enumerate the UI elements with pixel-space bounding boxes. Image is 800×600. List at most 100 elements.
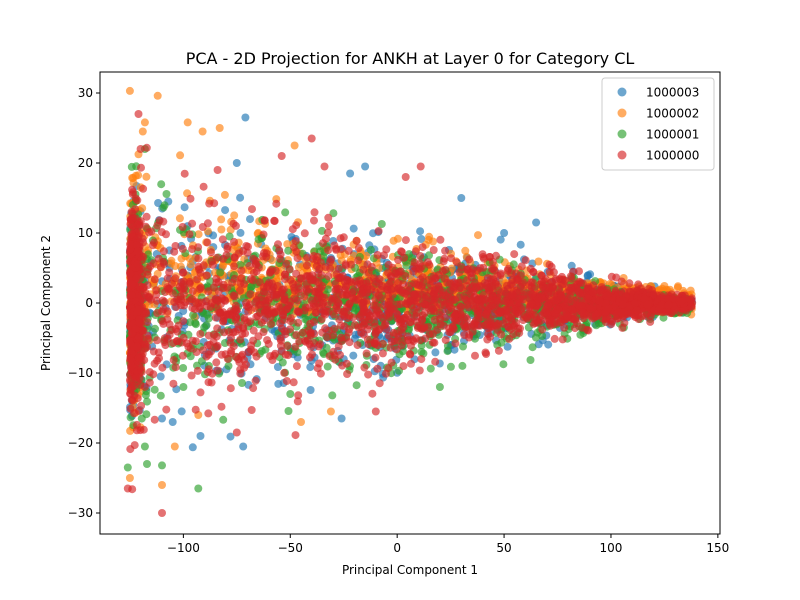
data-point [259,230,268,239]
data-point [133,196,142,205]
data-point [499,360,508,369]
data-point [170,247,179,256]
data-point [191,320,200,329]
data-point [161,341,170,350]
data-point [479,263,488,272]
data-point [291,431,300,440]
data-point [346,169,355,178]
data-point [516,240,525,249]
data-point [198,127,207,136]
data-point [142,143,151,152]
data-point [188,219,197,228]
data-point [532,218,541,227]
data-point [277,347,286,356]
data-point [509,260,518,269]
data-point [310,216,318,225]
data-point [457,194,466,202]
data-point [461,246,470,255]
data-point [377,220,386,228]
data-point [236,369,245,378]
data-point [151,324,159,333]
data-point [646,317,655,326]
data-point [494,346,503,355]
data-point [143,397,152,406]
data-point [378,349,387,358]
data-point [267,266,276,275]
data-point [236,228,245,237]
data-points [123,86,697,517]
data-point [254,235,263,244]
data-point [239,442,248,451]
data-point [322,343,331,352]
data-point [360,363,369,372]
data-point [194,230,203,239]
data-point [247,406,256,414]
data-point [545,260,554,269]
data-point [241,113,250,122]
data-point [196,432,205,440]
data-point [162,405,171,414]
data-point [202,321,211,330]
data-point [468,327,477,336]
data-point [544,340,553,349]
data-point [217,402,226,411]
data-point [208,369,217,378]
data-point [431,348,440,357]
data-point [183,118,192,127]
data-point [425,251,433,260]
data-point [125,86,134,95]
data-point [267,319,276,328]
data-point [153,91,162,100]
data-point [219,415,228,424]
data-point [215,124,224,132]
data-point [221,206,230,215]
data-point [139,425,148,434]
data-point [402,261,411,270]
data-point [186,260,195,269]
data-point [550,334,559,343]
data-point [324,213,333,222]
data-point [417,235,426,243]
data-point [328,391,337,400]
data-point [576,330,585,339]
data-point [492,251,500,260]
data-point [500,229,509,237]
data-point [159,203,168,212]
data-point [300,229,309,238]
data-point [188,287,197,296]
data-point [185,254,194,263]
data-point [436,235,445,244]
data-point [349,351,358,360]
data-point [528,343,537,352]
data-point [272,199,281,208]
data-point [435,383,444,391]
data-point [486,253,494,261]
data-point [186,194,195,203]
data-point [245,261,254,270]
data-point [230,253,239,262]
data-point [157,180,166,189]
data-point [431,357,440,366]
data-point [178,351,187,360]
data-point [451,339,460,348]
data-point [213,324,222,333]
data-point [503,342,512,351]
data-point [196,330,205,338]
data-point [373,251,382,259]
data-point [230,237,238,246]
data-point [142,172,151,181]
data-point [289,378,298,387]
data-point [344,246,353,255]
data-point [193,275,202,284]
data-point [232,159,241,167]
data-point [323,362,332,371]
data-point [249,268,258,277]
data-point [334,342,343,351]
data-point [212,358,221,367]
data-point [158,461,166,470]
data-point [180,203,189,212]
data-point [217,350,226,359]
chart-title: PCA - 2D Projection for ANKH at Layer 0 … [186,49,635,68]
data-point [188,443,197,452]
